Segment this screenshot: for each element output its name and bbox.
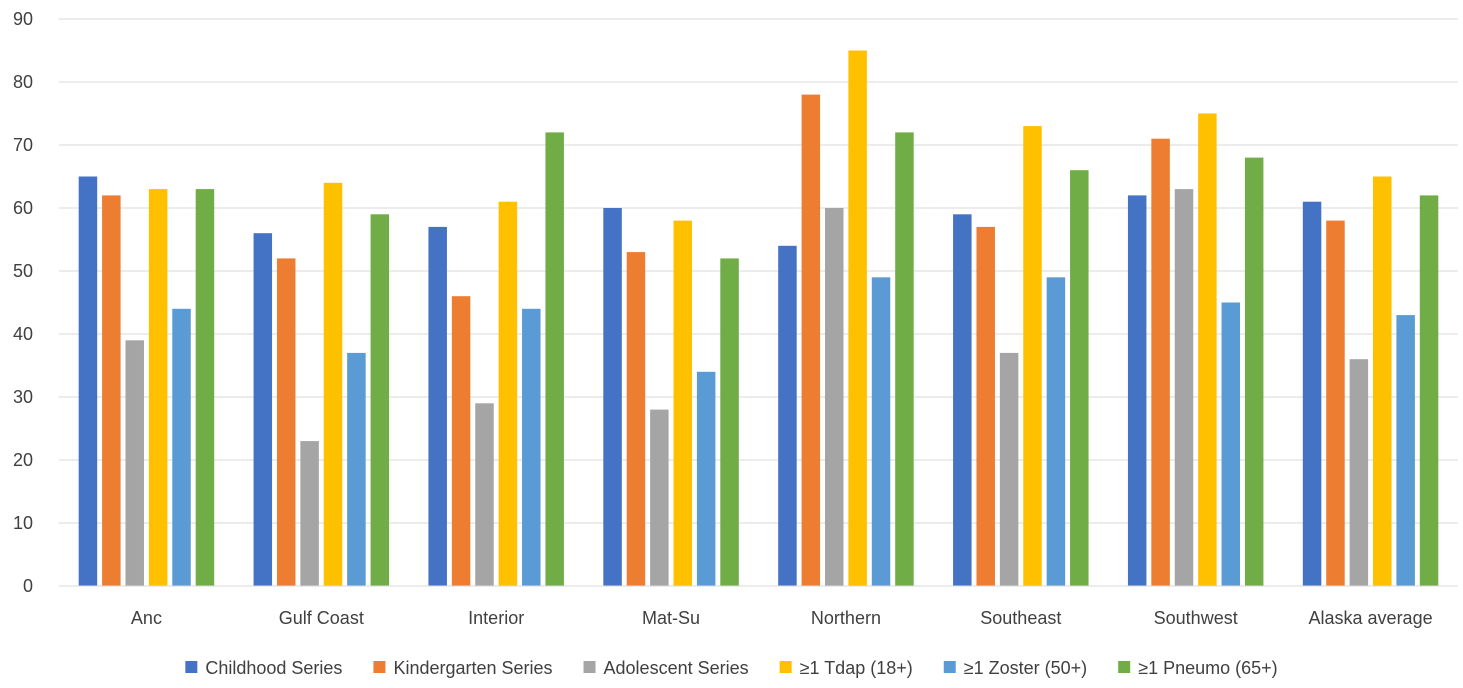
bar	[1046, 277, 1066, 586]
legend-label: Childhood Series	[205, 658, 342, 678]
legend-label: ≥1 Tdap (18+)	[800, 658, 913, 678]
bar	[848, 50, 867, 586]
x-category-label: Alaska average	[1309, 608, 1433, 628]
bar	[1174, 189, 1194, 586]
y-tick-label: 90	[13, 9, 33, 29]
x-axis-categories: Anc Gulf Coast Interior Mat-Su Northern South…	[131, 608, 1433, 628]
x-category-label: Northern	[811, 608, 881, 628]
y-tick-label: 10	[13, 513, 33, 533]
bar	[626, 252, 646, 586]
bar	[1023, 126, 1042, 586]
x-category-label: Interior	[468, 608, 524, 628]
legend-swatch	[779, 661, 792, 673]
y-tick-label: 0	[23, 576, 33, 596]
bars	[78, 50, 1439, 587]
legend: Childhood Series Kindergarten Series Adole…	[185, 658, 1278, 678]
bar	[1244, 157, 1264, 586]
legend-item: ≥1 Tdap (18+)	[779, 658, 913, 678]
y-tick-label: 20	[13, 450, 33, 470]
legend-item: Kindergarten Series	[373, 658, 553, 678]
bar	[475, 403, 494, 586]
bar	[824, 208, 844, 586]
bar	[673, 220, 693, 586]
x-category-label: Southwest	[1154, 608, 1238, 628]
bar	[650, 409, 669, 586]
legend-swatch	[1118, 661, 1131, 673]
legend-item: ≥1 Zoster (50+)	[943, 658, 1087, 678]
bar	[347, 352, 366, 586]
y-tick-label: 60	[13, 198, 33, 218]
legend-label: Adolescent Series	[604, 658, 749, 678]
y-axis-ticks: 0 10 20 30 40 50 60 70 80 90	[13, 9, 33, 596]
y-tick-label: 50	[13, 261, 33, 281]
bar	[253, 233, 273, 586]
bar	[1326, 220, 1345, 586]
bar	[1221, 302, 1241, 586]
bar	[300, 441, 319, 586]
bar	[696, 371, 716, 586]
bar	[801, 94, 821, 586]
bar	[1373, 176, 1392, 586]
bar	[451, 296, 471, 586]
y-tick-label: 80	[13, 72, 33, 92]
bar	[1349, 359, 1369, 586]
bar	[895, 132, 914, 586]
bar	[1302, 201, 1322, 586]
bar	[1070, 170, 1089, 586]
bar	[102, 195, 121, 586]
bar	[498, 201, 518, 586]
bar	[1419, 195, 1439, 586]
bar	[999, 352, 1019, 586]
bar	[78, 176, 98, 586]
bar	[148, 189, 168, 586]
y-tick-label: 40	[13, 324, 33, 344]
legend-label: ≥1 Zoster (50+)	[964, 658, 1087, 678]
bar	[125, 340, 144, 586]
legend-swatch	[373, 661, 386, 673]
bar	[323, 182, 343, 587]
legend-swatch	[943, 661, 956, 673]
legend-swatch	[185, 661, 198, 673]
bar	[276, 258, 296, 586]
bar	[1151, 138, 1170, 586]
bar	[953, 214, 972, 587]
legend-swatch	[583, 661, 596, 673]
bar	[370, 214, 390, 587]
bar	[172, 308, 191, 586]
y-tick-label: 70	[13, 135, 33, 155]
x-category-label: Southeast	[980, 608, 1061, 628]
legend-item: Adolescent Series	[583, 658, 749, 678]
legend-item: ≥1 Pneumo (65+)	[1118, 658, 1278, 678]
legend-label: ≥1 Pneumo (65+)	[1138, 658, 1277, 678]
bar	[428, 226, 447, 586]
bar	[603, 208, 622, 586]
y-tick-label: 30	[13, 387, 33, 407]
bar	[1396, 315, 1415, 586]
x-category-label: Anc	[131, 608, 162, 628]
bar	[871, 277, 891, 586]
x-category-label: Gulf Coast	[279, 608, 364, 628]
bar	[545, 132, 564, 586]
x-category-label: Mat-Su	[642, 608, 700, 628]
bar	[720, 258, 739, 586]
bar	[778, 245, 797, 587]
bar	[522, 308, 541, 586]
bar	[976, 226, 995, 586]
bar	[1198, 113, 1217, 586]
legend-label: Kindergarten Series	[393, 658, 552, 678]
bar	[1127, 195, 1147, 586]
bar	[195, 189, 215, 586]
legend-item: Childhood Series	[185, 658, 342, 678]
